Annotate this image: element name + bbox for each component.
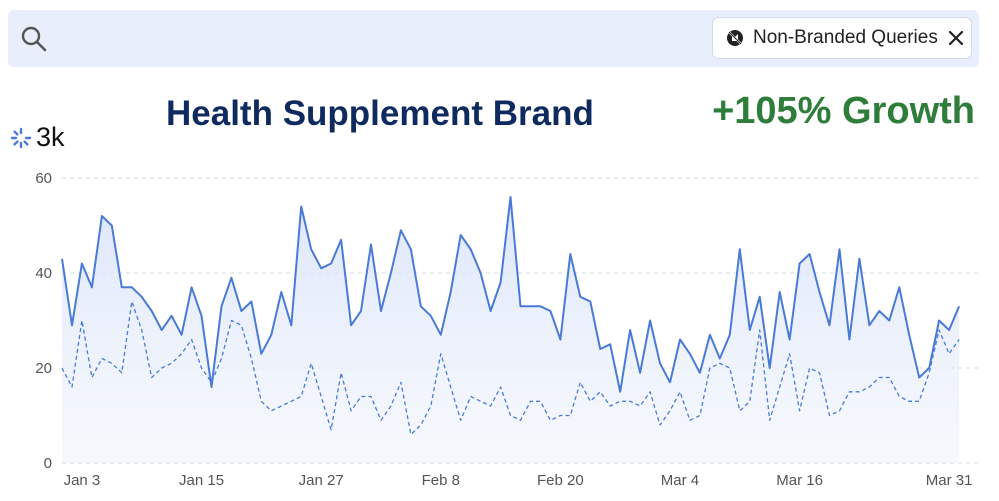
x-tick-label: Jan 3 [64, 472, 101, 489]
filter-chip[interactable]: Non-Branded Queries [712, 17, 972, 59]
series-line-solid [61, 196, 961, 393]
page-title: Health Supplement Brand [166, 94, 594, 133]
growth-label: +105% Growth [712, 90, 975, 132]
filter-chip-label: Non-Branded Queries [753, 27, 938, 48]
x-tick-label: Feb 20 [537, 472, 584, 489]
y-tick-label: 60 [35, 170, 52, 187]
y-tick-label: 20 [35, 360, 52, 377]
x-tick-label: Mar 31 [926, 472, 973, 489]
no-brand-icon [727, 30, 743, 46]
series-area [62, 197, 960, 463]
series-line-dashed [61, 300, 960, 436]
line-chart: 0 20 40 60 Jan 3 Jan 15 Jan 27 Feb 8 Feb 20 Mar 4… [35, 170, 979, 489]
x-tick-label: Mar 4 [661, 472, 699, 489]
search-bar[interactable]: Non-Branded Queries [8, 10, 979, 67]
x-tick-label: Jan 15 [179, 472, 224, 489]
x-tick-label: Jan 27 [299, 472, 344, 489]
x-tick-label: Mar 16 [776, 472, 823, 489]
y-tick-label: 40 [35, 265, 52, 282]
y-tick-label: 0 [44, 455, 52, 472]
x-tick-label: Feb 8 [422, 472, 460, 489]
close-icon[interactable] [946, 28, 966, 48]
visits-badge: 3k [10, 122, 65, 153]
badge-value: 3k [36, 122, 65, 152]
search-icon[interactable] [20, 25, 48, 53]
spinner-icon [10, 127, 32, 148]
